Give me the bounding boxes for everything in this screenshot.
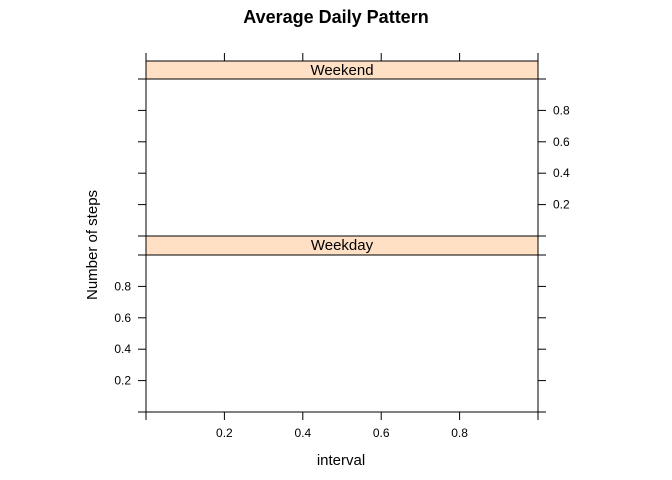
x-axis-label: interval bbox=[317, 452, 365, 469]
y-axis-label: Number of steps bbox=[84, 190, 101, 300]
y-tick-label: 0.2 bbox=[553, 198, 570, 212]
x-tick-label: 0.2 bbox=[216, 426, 233, 440]
y-tick-label: 0.4 bbox=[114, 342, 131, 356]
chart-title: Average Daily Pattern bbox=[243, 7, 428, 27]
x-tick-label: 0.6 bbox=[373, 426, 390, 440]
strip-label-weekend: Weekend bbox=[310, 62, 373, 79]
y-tick-label: 0.8 bbox=[553, 103, 570, 117]
y-tick-label: 0.6 bbox=[114, 311, 131, 325]
y-tick-label: 0.6 bbox=[553, 135, 570, 149]
strip-label-weekday: Weekday bbox=[311, 237, 374, 254]
x-tick-label: 0.4 bbox=[294, 426, 311, 440]
panel-frame-weekend bbox=[145, 78, 539, 237]
y-tick-label: 0.8 bbox=[114, 279, 131, 293]
y-tick-label: 0.4 bbox=[553, 166, 570, 180]
y-tick-label: 0.2 bbox=[114, 374, 131, 388]
x-tick-label: 0.8 bbox=[451, 426, 468, 440]
panels-layer: Weekend 0.2 0.4 0.6 0.8 Weekday 0.2 0.4 0.6 0.8 0.… bbox=[114, 53, 570, 440]
panel-frame-weekday bbox=[145, 254, 539, 413]
